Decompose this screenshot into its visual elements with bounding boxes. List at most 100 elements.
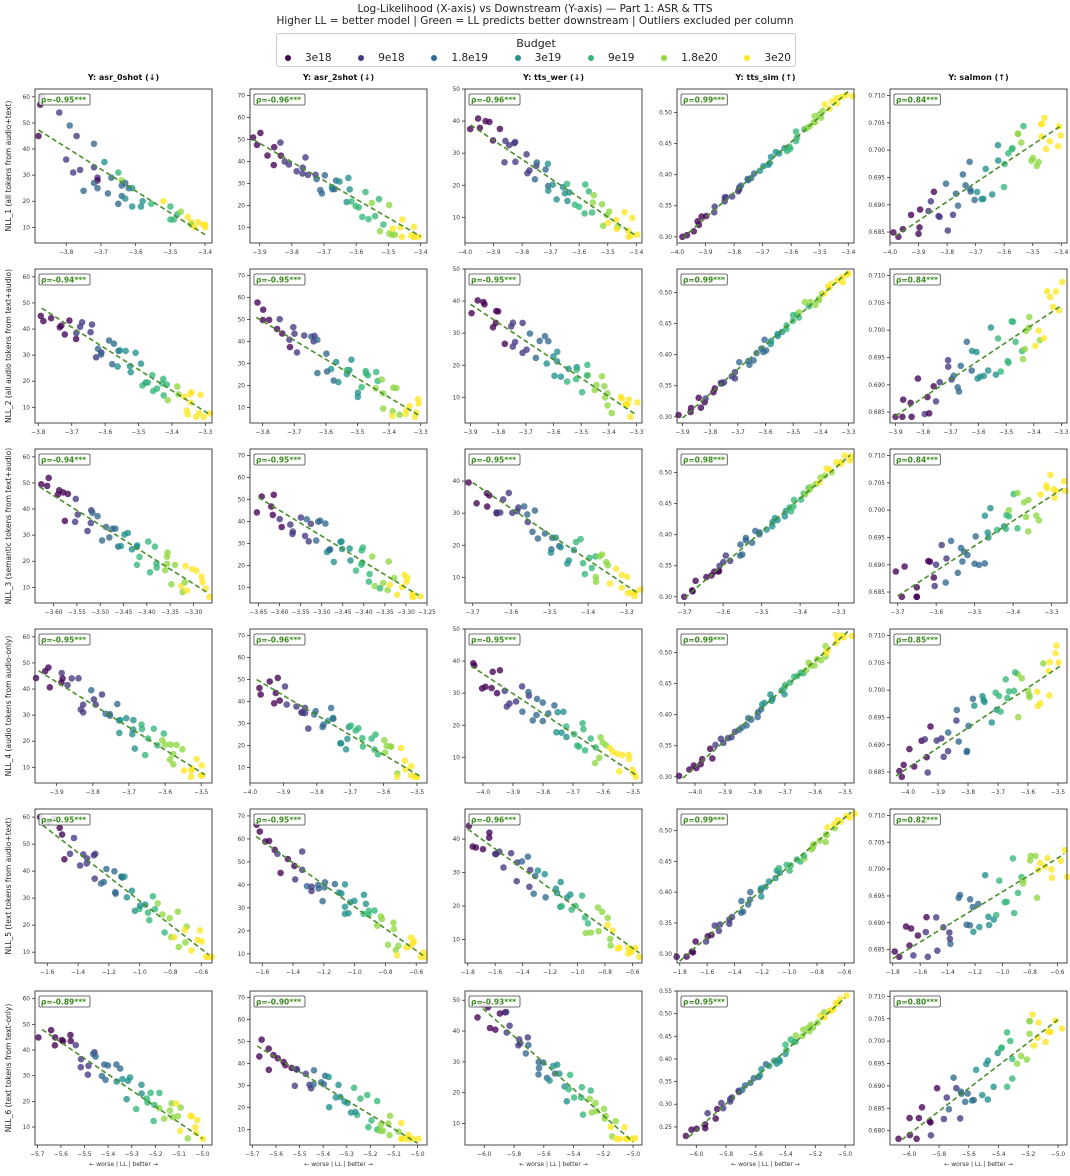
- data-point: [558, 902, 565, 910]
- trend-line: [256, 678, 421, 778]
- data-point: [337, 740, 345, 747]
- data-point: [293, 349, 301, 356]
- x-tick-label: −0.8: [810, 970, 824, 976]
- data-point: [932, 561, 940, 568]
- data-point: [346, 186, 354, 193]
- data-point: [179, 746, 186, 753]
- data-point: [924, 953, 932, 961]
- data-point: [149, 893, 157, 900]
- data-point: [1059, 278, 1066, 286]
- data-point: [132, 1105, 140, 1113]
- trend-line: [42, 824, 210, 956]
- data-point: [931, 582, 938, 590]
- data-point: [390, 925, 398, 933]
- x-tick-label: −3.5: [968, 610, 982, 616]
- data-point: [92, 1053, 99, 1060]
- column-title: Y: salmon (↑): [947, 73, 1008, 82]
- data-point: [1023, 1056, 1031, 1063]
- x-tick-label: −3.5: [1026, 250, 1040, 256]
- x-tick-label: −3.6: [758, 430, 772, 436]
- y-tick-label: 30: [453, 331, 461, 337]
- data-point: [824, 824, 831, 831]
- data-point: [310, 1081, 317, 1088]
- x-tick-label: −3.4: [382, 430, 396, 436]
- y-tick-label: 30: [238, 722, 246, 728]
- data-point: [535, 1071, 542, 1078]
- x-tick-label: −5.5: [78, 1152, 92, 1158]
- data-point: [1049, 303, 1057, 311]
- legend-marker-icon: [587, 55, 594, 61]
- x-tick-label: −1.6: [255, 970, 269, 976]
- data-point: [276, 697, 284, 704]
- data-point: [596, 754, 603, 762]
- data-point: [631, 1135, 639, 1142]
- data-point: [384, 941, 392, 949]
- data-point: [88, 321, 96, 328]
- y-tick-label: 0.690: [868, 743, 885, 749]
- data-point: [575, 743, 583, 750]
- data-point: [570, 1094, 578, 1101]
- x-tick-label: −3.7: [287, 430, 301, 436]
- data-point: [940, 1115, 948, 1123]
- x-tick-label: −3.65: [250, 610, 268, 616]
- legend-item-9e19: 9e19: [587, 52, 634, 64]
- x-tick-label: −1.0: [570, 970, 584, 976]
- data-point: [90, 140, 98, 148]
- x-tick-label: −3.35: [161, 610, 179, 616]
- y-tick-label: 20: [238, 1106, 246, 1112]
- data-point: [92, 354, 100, 361]
- y-tick-label: 0.705: [868, 481, 885, 487]
- y-tick-label: 0.690: [868, 921, 885, 927]
- data-point: [305, 538, 313, 545]
- data-point: [930, 188, 938, 196]
- data-point: [587, 929, 595, 936]
- data-point: [177, 1104, 184, 1111]
- data-point: [1025, 528, 1032, 535]
- data-point: [572, 375, 580, 383]
- data-point: [820, 1009, 828, 1016]
- data-point: [377, 1121, 385, 1128]
- data-point: [735, 726, 743, 734]
- data-point: [545, 187, 552, 194]
- y-tick-label: 0.700: [868, 328, 885, 334]
- x-tick-label: −3.45: [115, 610, 133, 616]
- y-tick-label: 30: [238, 1084, 246, 1090]
- data-point: [945, 1106, 953, 1113]
- data-point: [76, 862, 84, 869]
- data-point: [286, 336, 293, 344]
- data-point: [291, 1082, 299, 1090]
- data-point: [563, 1098, 571, 1105]
- data-point: [1018, 675, 1025, 682]
- legend-label: 1.8e19: [451, 52, 488, 64]
- x-tick-label: −3.4: [1006, 610, 1020, 616]
- data-point: [976, 923, 983, 931]
- x-tick-label: −1.4: [941, 970, 955, 976]
- data-point: [708, 931, 715, 939]
- x-tick-label: −3.7: [731, 430, 745, 436]
- y-tick-label: 30: [23, 713, 31, 719]
- data-point: [97, 351, 105, 358]
- legend-marker-icon: [661, 55, 668, 61]
- data-point: [1046, 658, 1053, 666]
- x-tick-label: −3.6: [808, 790, 822, 796]
- x-tick-label: −3.9: [718, 790, 732, 796]
- y-tick-label: 50: [23, 842, 31, 848]
- data-point: [385, 201, 393, 209]
- data-point: [485, 834, 493, 841]
- data-point: [70, 834, 78, 842]
- data-point: [916, 224, 923, 231]
- data-point: [139, 197, 146, 205]
- data-point: [599, 222, 607, 230]
- data-point: [501, 340, 509, 348]
- data-point: [1046, 692, 1053, 699]
- y-tick-label: 20: [238, 204, 246, 210]
- rho-badge: [680, 453, 728, 466]
- data-point: [927, 198, 935, 205]
- data-point: [594, 904, 602, 911]
- data-point: [206, 593, 213, 601]
- data-point: [371, 907, 378, 914]
- data-point: [1001, 898, 1008, 906]
- data-point: [164, 396, 172, 404]
- data-point: [359, 213, 366, 221]
- trend-line: [256, 1045, 418, 1144]
